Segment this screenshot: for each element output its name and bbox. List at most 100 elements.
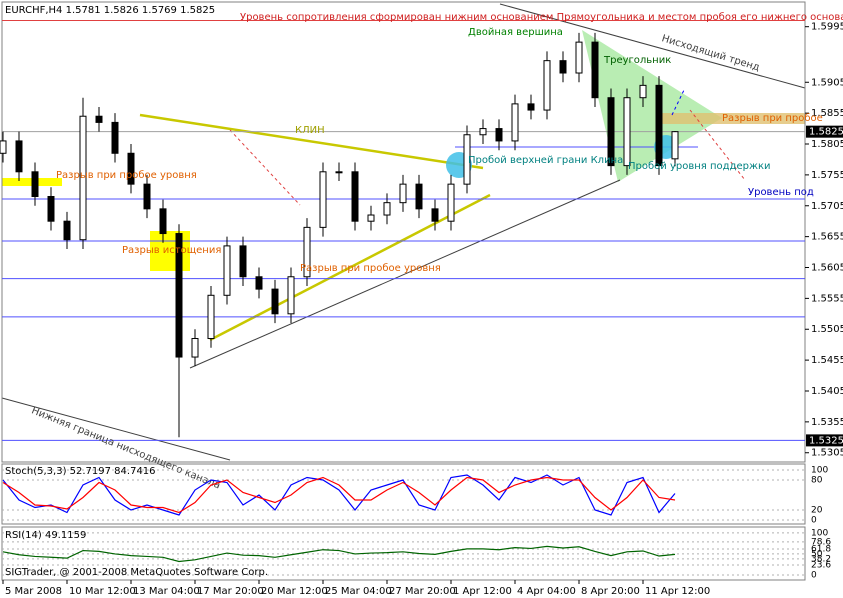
dashed-line xyxy=(671,89,685,116)
annotation: Разрыв при пробое уровня xyxy=(300,263,441,274)
y-tick-label: 0 xyxy=(811,516,817,526)
wedge-line xyxy=(139,113,484,170)
annotation: Треугольник xyxy=(603,55,671,66)
y-tick-label: 1.5995 xyxy=(811,22,843,33)
candle-body xyxy=(303,226,311,278)
price-label: 1.5825 xyxy=(809,127,843,138)
candle-body xyxy=(255,276,263,290)
annotation: Разрыв при пробое xyxy=(722,113,823,124)
dashed-line xyxy=(229,129,301,206)
trend-line xyxy=(499,3,806,89)
footer: SIGTrader, @ 2001-2008 MetaQuotes Softwa… xyxy=(5,567,268,578)
x-tick-label: 1 Apr 12:00 xyxy=(453,586,512,597)
candle-body xyxy=(191,338,199,358)
trend-line xyxy=(189,179,621,369)
price-label: 1.5325 xyxy=(809,435,843,446)
chart-title: EURCHF,H4 1.5781 1.5826 1.5769 1.5825 xyxy=(5,5,215,16)
y-tick-label: 1.5655 xyxy=(811,232,843,243)
indicator-title: RSI(14) 49.1159 xyxy=(5,530,86,541)
triangle-shape xyxy=(582,30,722,182)
price-box xyxy=(806,434,843,447)
x-tick-label: 4 Apr 04:00 xyxy=(517,586,576,597)
candle-body xyxy=(575,41,583,74)
y-tick-label: 38.2 xyxy=(811,554,831,564)
dashed-line xyxy=(689,109,746,181)
candle-body xyxy=(47,195,55,222)
candle-body xyxy=(447,183,455,222)
candle-body xyxy=(607,97,615,167)
candle-body xyxy=(335,171,343,174)
candle-body xyxy=(559,60,567,74)
main-panel xyxy=(1,1,806,463)
candle-body xyxy=(527,103,535,111)
y-tick-label: 1.5705 xyxy=(811,201,843,212)
candle-body xyxy=(671,131,679,160)
candle-body xyxy=(79,115,87,241)
y-tick-label: 100 xyxy=(811,528,828,538)
candle-body xyxy=(463,134,471,185)
candle-body xyxy=(639,84,647,99)
candle-body xyxy=(511,103,519,142)
candle-body xyxy=(223,245,231,296)
annotation: КЛИН xyxy=(295,125,325,136)
candle-body xyxy=(319,171,327,228)
gap-box xyxy=(660,113,805,124)
candle-body xyxy=(15,140,23,173)
y-tick-label: 80 xyxy=(811,476,823,486)
y-tick-label: 78.6 xyxy=(811,537,831,547)
y-tick-label: 1.5455 xyxy=(811,355,843,366)
candle-body xyxy=(143,183,151,210)
indicator-title: Stoch(5,3,3) 52.7197 84.7416 xyxy=(5,466,156,477)
y-tick-label: 50 xyxy=(811,549,823,559)
candle-body xyxy=(0,140,7,154)
x-tick-label: 20 Mar 12:00 xyxy=(261,586,328,597)
candle-body xyxy=(271,288,279,315)
x-tick-label: 8 Apr 20:00 xyxy=(581,586,640,597)
x-tick-label: 17 Mar 20:00 xyxy=(197,586,264,597)
y-tick-label: 1.5905 xyxy=(811,77,843,88)
candle-body xyxy=(127,152,135,185)
frame xyxy=(1,1,806,581)
x-tick-label: 13 Mar 04:00 xyxy=(133,586,200,597)
y-tick-label: 1.5555 xyxy=(811,293,843,304)
y-tick-label: 1.5505 xyxy=(811,324,843,335)
candle-body xyxy=(415,183,423,210)
y-tick-label: 1.5855 xyxy=(811,108,843,119)
x-tick-label: 27 Mar 20:00 xyxy=(389,586,456,597)
indicator-line xyxy=(2,476,676,514)
price-box xyxy=(806,125,843,138)
annotation: Двойная вершина xyxy=(468,27,563,38)
y-tick-label: 1.5355 xyxy=(811,417,843,428)
annotation: Уровень сопротивления сформирован нижним… xyxy=(240,12,843,23)
y-tick-label: 0 xyxy=(811,570,817,580)
candle-body xyxy=(431,208,439,222)
annotation: Пробой уровня поддержки xyxy=(628,161,771,172)
indicator-line xyxy=(2,474,676,516)
wedge-line xyxy=(209,193,491,342)
y-tick-label: 100 xyxy=(811,466,828,476)
annotation: Уровень под xyxy=(748,187,814,198)
candle-body xyxy=(383,202,391,216)
candle-body xyxy=(63,220,71,241)
candle-body xyxy=(239,245,247,278)
candle-body xyxy=(175,233,183,358)
annotation: Пробой верхней грани Клина xyxy=(468,155,623,166)
x-tick-label: 25 Mar 04:00 xyxy=(325,586,392,597)
x-tick-label: 5 Mar 2008 xyxy=(5,586,62,597)
gap-box xyxy=(150,231,190,271)
candle-body xyxy=(111,121,119,154)
candle-body xyxy=(207,294,215,340)
y-tick-label: 61.8 xyxy=(811,544,831,554)
candle-body xyxy=(95,115,103,123)
candle-body xyxy=(159,208,167,235)
candle-body xyxy=(543,60,551,111)
candle-body xyxy=(287,276,295,315)
trend-line xyxy=(1,397,231,461)
candle-body xyxy=(351,171,359,222)
y-tick-label: 1.5405 xyxy=(811,386,843,397)
indicator-line xyxy=(2,545,676,563)
stoch-panel xyxy=(1,463,806,525)
